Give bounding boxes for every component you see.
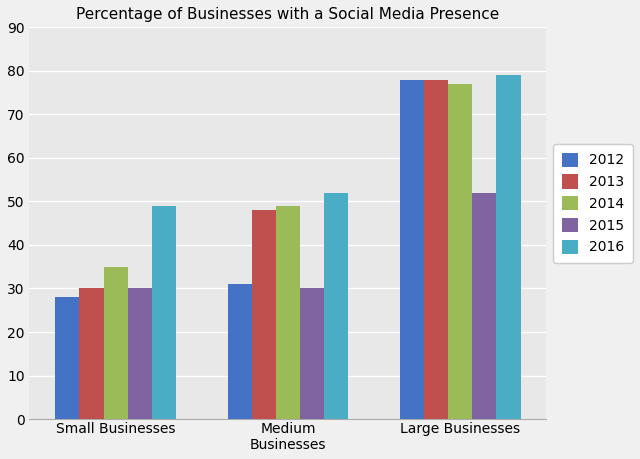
Bar xyxy=(228,284,252,419)
Bar xyxy=(104,267,127,419)
Bar xyxy=(276,206,300,419)
Legend: 2012, 2013, 2014, 2015, 2016: 2012, 2013, 2014, 2015, 2016 xyxy=(554,144,633,263)
Bar xyxy=(55,297,79,419)
Bar xyxy=(127,288,152,419)
Bar xyxy=(448,84,472,419)
Title: Percentage of Businesses with a Social Media Presence: Percentage of Businesses with a Social M… xyxy=(76,7,500,22)
Bar xyxy=(472,193,497,419)
Bar xyxy=(400,79,424,419)
Bar xyxy=(497,75,520,419)
Bar xyxy=(79,288,104,419)
Bar xyxy=(252,210,276,419)
Bar xyxy=(324,193,348,419)
Bar xyxy=(424,79,448,419)
Bar xyxy=(152,206,176,419)
Bar xyxy=(300,288,324,419)
